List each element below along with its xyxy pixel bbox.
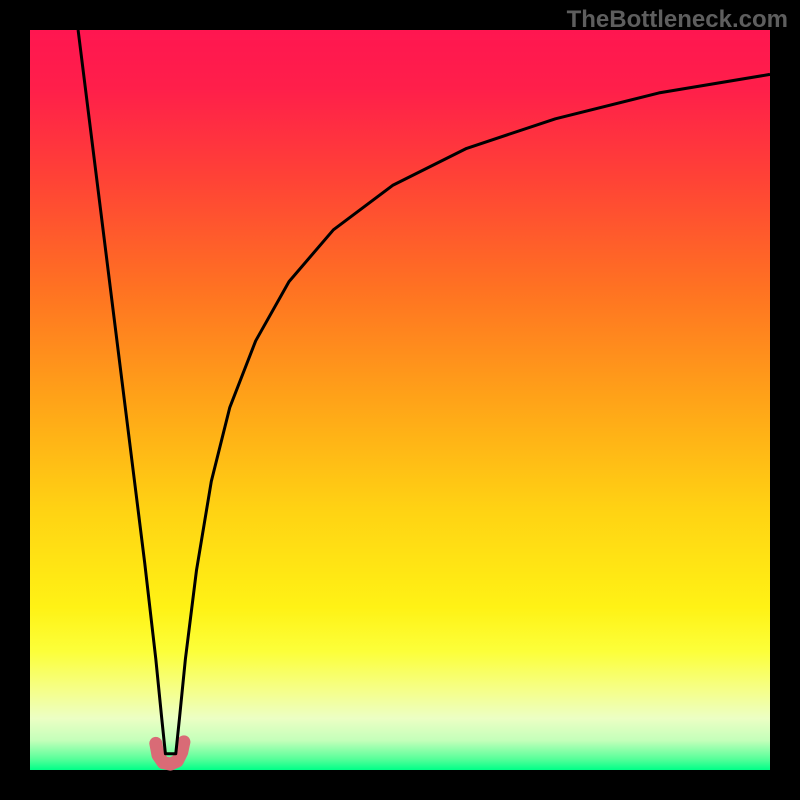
watermark-label: TheBottleneck.com xyxy=(567,6,788,34)
plot-background xyxy=(30,30,770,770)
bottleneck-chart xyxy=(0,0,800,800)
